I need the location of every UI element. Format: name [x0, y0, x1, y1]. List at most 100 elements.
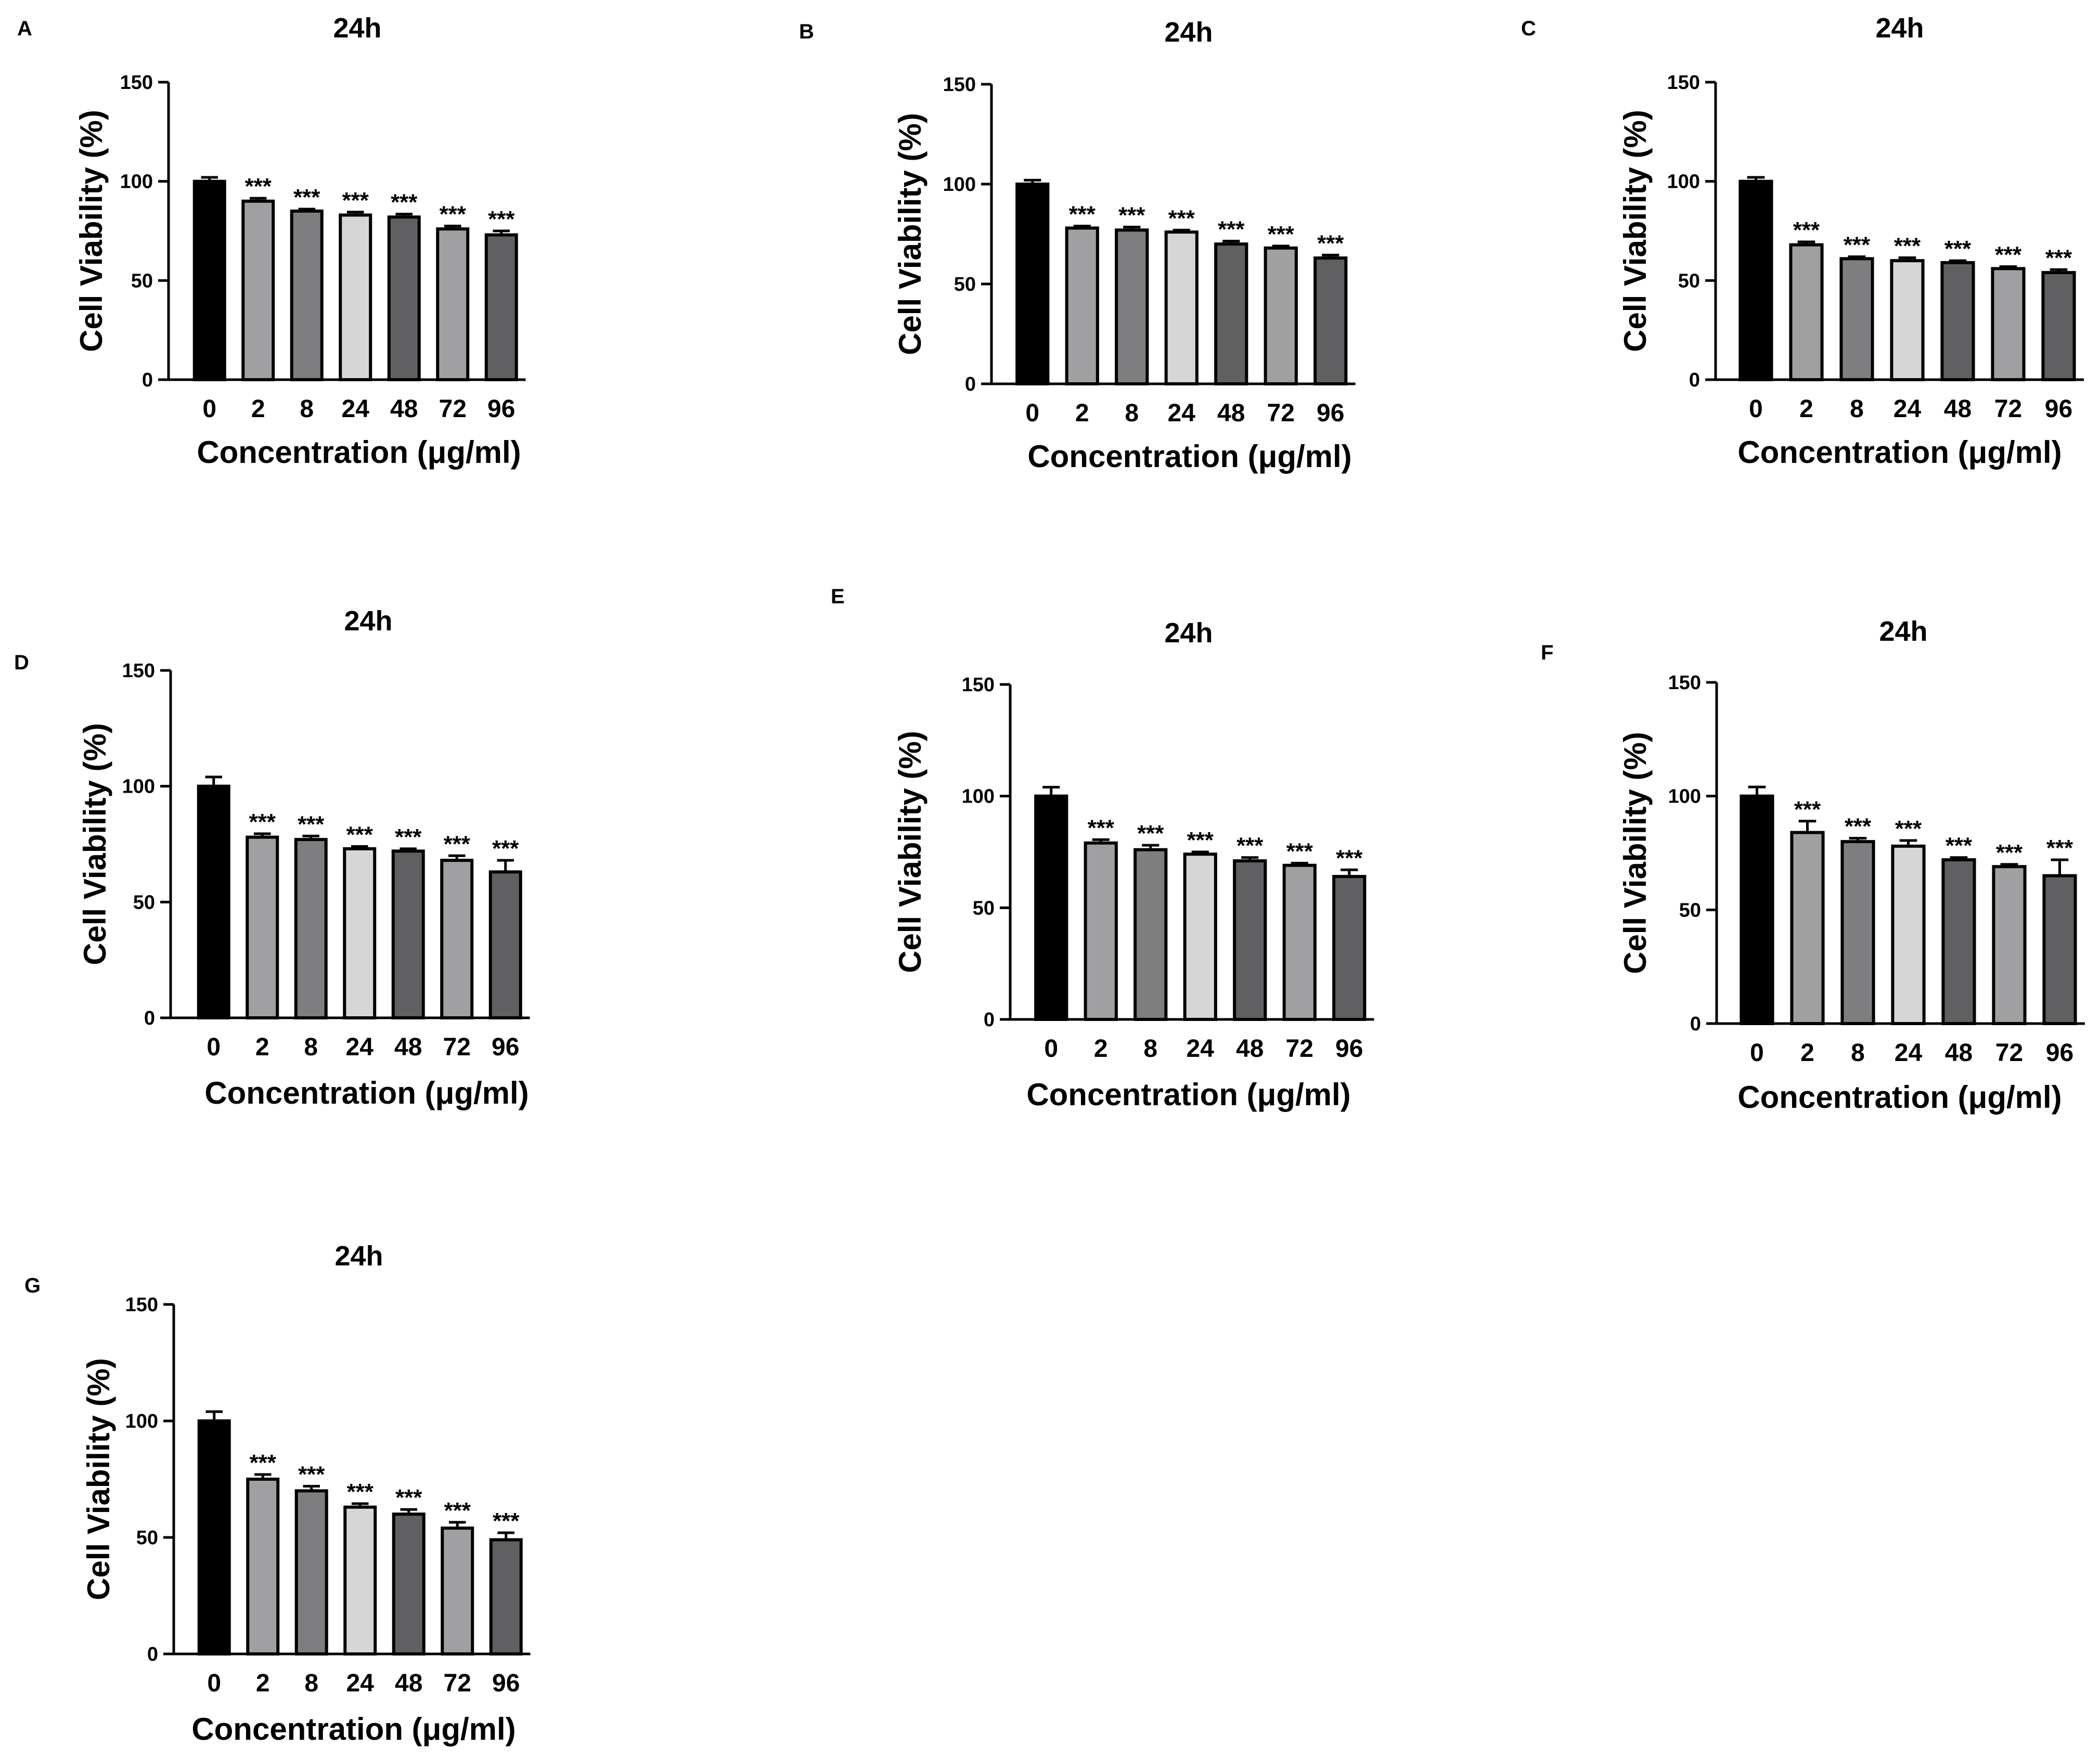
bar	[294, 1489, 328, 1655]
panel-letter: C	[1521, 17, 1536, 40]
chart-title: 24h	[334, 1240, 383, 1272]
significance-label: ***	[1268, 222, 1295, 247]
y-tick-label: 150	[122, 660, 155, 682]
x-tick-label: 0	[1750, 1039, 1764, 1067]
y-tick-label: 0	[1690, 1013, 1701, 1035]
x-tick-label: 72	[1267, 399, 1295, 427]
bar	[1790, 831, 1825, 1025]
x-tick-label: 24	[342, 395, 370, 423]
x-tick-label: 24	[1893, 395, 1922, 423]
significance-label: ***	[1137, 821, 1164, 846]
chart-panel-e: E 24h 0 50 100 150 Cell Viability (%) 0 *** 2 *** 8…	[831, 585, 1374, 1112]
significance-label: ***	[1088, 815, 1115, 840]
x-tick-label: 8	[300, 395, 314, 423]
bar	[1282, 863, 1317, 1021]
bar	[192, 179, 226, 381]
bar	[197, 784, 230, 1019]
bar	[1084, 841, 1118, 1021]
chart-title: 24h	[1164, 17, 1213, 48]
significance-label: ***	[347, 1479, 374, 1505]
y-tick-label: 100	[1668, 786, 1701, 808]
bar	[1264, 246, 1298, 385]
bar	[241, 199, 275, 381]
significance-label: ***	[1118, 203, 1145, 228]
x-tick-label: 8	[304, 1033, 318, 1061]
x-tick-label: 0	[207, 1033, 221, 1061]
significance-label: ***	[1895, 816, 1922, 842]
x-tick-label: 96	[1335, 1035, 1363, 1063]
bar	[2041, 271, 2076, 382]
bar	[339, 213, 372, 381]
bar	[1164, 230, 1199, 385]
bar	[343, 847, 377, 1019]
significance-label: ***	[395, 824, 422, 850]
x-tick-label: 96	[2046, 1039, 2073, 1067]
x-axis-label: Concentration (μg/ml)	[1027, 439, 1351, 474]
x-tick-label: 2	[1094, 1035, 1108, 1063]
significance-label: ***	[444, 1498, 471, 1523]
chart-title: 24h	[1164, 617, 1213, 649]
x-tick-label: 48	[1945, 1039, 1973, 1067]
y-tick-label: 100	[120, 171, 153, 193]
x-tick-label: 2	[1075, 399, 1089, 427]
significance-label: ***	[298, 811, 325, 837]
bar	[441, 1527, 474, 1656]
significance-label: ***	[1336, 845, 1363, 871]
chart-title: 24h	[1875, 12, 1924, 44]
bar	[1891, 844, 1926, 1025]
significance-label: ***	[346, 822, 373, 847]
x-tick-label: 2	[255, 1033, 269, 1061]
x-tick-label: 24	[1168, 399, 1196, 427]
y-tick-label: 0	[984, 1009, 995, 1031]
significance-label: ***	[1218, 216, 1245, 242]
x-axis-label: Concentration (μg/ml)	[191, 1712, 516, 1747]
y-tick-label: 50	[131, 270, 153, 292]
bar	[1065, 226, 1099, 385]
bar	[440, 859, 474, 1019]
bar	[1115, 228, 1149, 385]
x-tick-label: 2	[256, 1670, 270, 1697]
x-axis-label: Concentration (μg/ml)	[197, 435, 521, 470]
significance-label: ***	[492, 836, 519, 861]
bar	[246, 1478, 280, 1655]
panel-letter: E	[831, 585, 845, 608]
significance-label: ***	[250, 1450, 277, 1476]
x-tick-label: 0	[1749, 395, 1763, 423]
significance-label: ***	[1317, 230, 1344, 256]
y-tick-label: 150	[1668, 672, 1701, 694]
y-axis-label: Cell Viability (%)	[74, 110, 109, 352]
significance-label: ***	[440, 201, 467, 227]
significance-label: ***	[1946, 833, 1973, 859]
y-tick-label: 150	[943, 74, 976, 96]
bar	[1740, 794, 1774, 1025]
y-tick-label: 150	[962, 674, 995, 696]
y-tick-label: 100	[125, 1411, 158, 1432]
y-tick-label: 50	[1678, 270, 1700, 292]
y-tick-label: 150	[120, 72, 153, 94]
bar	[1941, 858, 1976, 1025]
y-tick-label: 0	[142, 369, 153, 391]
x-tick-label: 0	[1025, 399, 1039, 427]
x-tick-label: 72	[439, 395, 467, 423]
bar	[1940, 261, 1975, 381]
bar	[391, 849, 425, 1019]
x-axis-label: Concentration (μg/ml)	[1737, 435, 2062, 470]
x-tick-label: 0	[1044, 1035, 1058, 1063]
significance-label: ***	[2045, 245, 2072, 270]
x-tick-label: 48	[1944, 395, 1972, 423]
significance-label: ***	[391, 190, 418, 215]
y-tick-label: 0	[1689, 369, 1700, 391]
bar	[1992, 865, 2027, 1025]
bar	[2042, 874, 2077, 1025]
y-tick-label: 50	[133, 891, 155, 913]
y-tick-label: 100	[1667, 171, 1700, 193]
bar	[1133, 848, 1168, 1021]
significance-label: ***	[342, 188, 369, 213]
panel-letter: G	[24, 1274, 41, 1297]
bar	[1233, 859, 1267, 1021]
x-tick-label: 72	[444, 1670, 471, 1697]
bar	[294, 838, 328, 1020]
x-axis-label: Concentration (μg/ml)	[204, 1076, 529, 1110]
significance-label: ***	[1794, 797, 1821, 822]
y-axis-label: Cell Viability (%)	[81, 1358, 116, 1600]
